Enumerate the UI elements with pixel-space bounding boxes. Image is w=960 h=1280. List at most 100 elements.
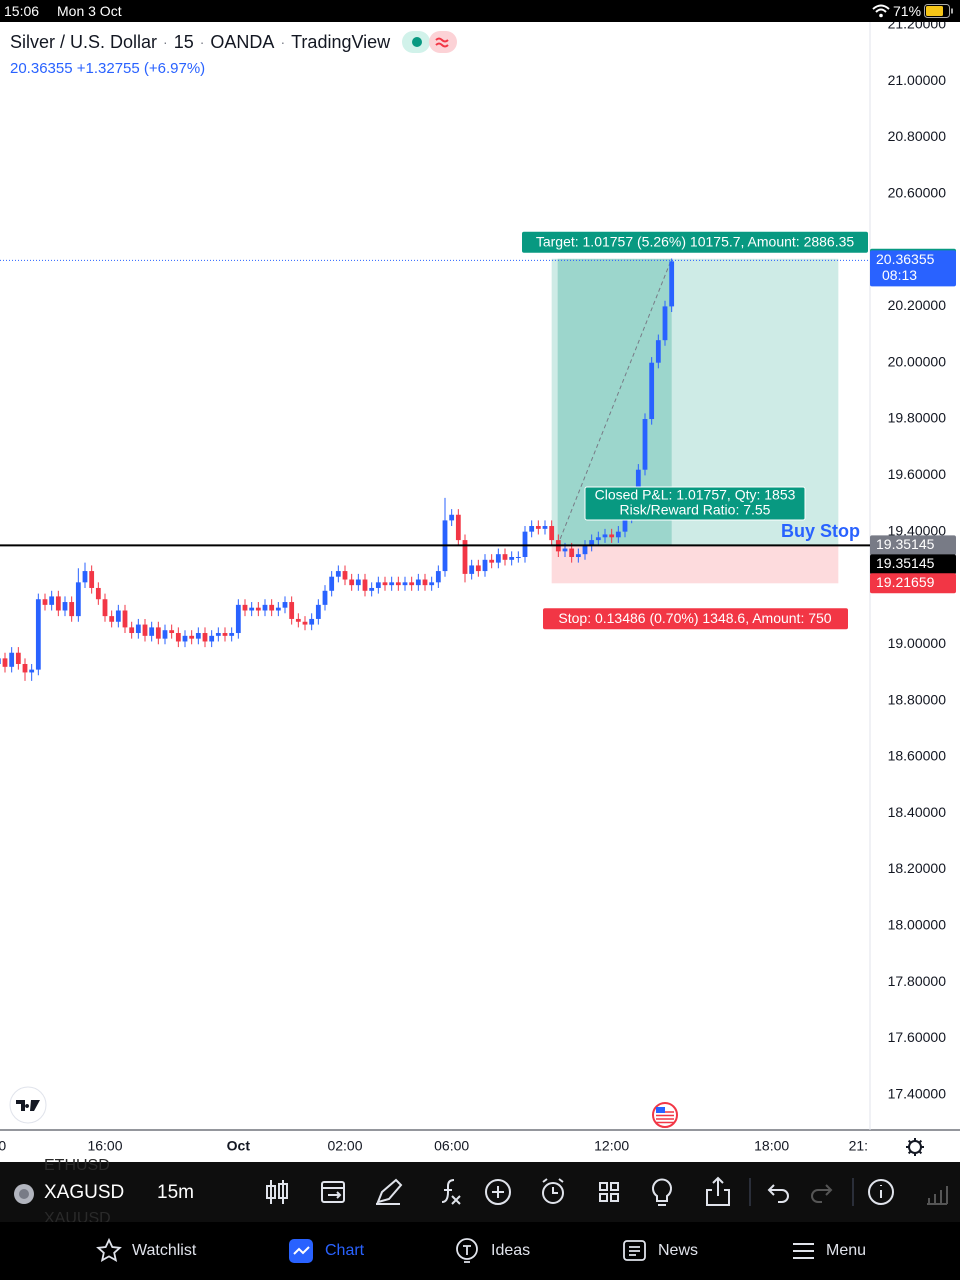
y-tick-label: 18.40000 <box>888 804 947 820</box>
y-tick-label: 18.80000 <box>888 691 947 707</box>
x-tick-label: 18:00 <box>754 1138 789 1154</box>
candle-body <box>69 602 75 617</box>
tab-icon <box>793 1243 814 1259</box>
stop-price-tag: 19.21659 <box>876 574 935 590</box>
tab-label: News <box>658 1242 699 1259</box>
candle-body <box>62 602 68 611</box>
candle-body <box>2 658 8 667</box>
last-price-tag-bg <box>870 250 956 287</box>
x-tick-label: 02:00 <box>327 1138 362 1154</box>
candle-body <box>315 604 321 619</box>
candle-body <box>15 652 21 664</box>
gear-tooth <box>907 1139 912 1144</box>
candle-body <box>395 582 401 586</box>
candle-body <box>489 559 495 563</box>
candle-body <box>195 633 201 639</box>
y-tick-label: 20.00000 <box>888 353 947 369</box>
alert-tool[interactable] <box>542 1178 564 1204</box>
candle-body <box>142 624 148 636</box>
date: Mon 3 Oct <box>57 3 122 19</box>
y-tick-label: 19.40000 <box>888 522 947 538</box>
candle-body <box>129 627 135 634</box>
candle-body <box>262 604 268 611</box>
candle-body <box>335 571 341 577</box>
tab-label: Chart <box>325 1242 365 1259</box>
candle-body <box>402 582 408 586</box>
candle-body <box>655 340 661 363</box>
add-tool[interactable] <box>485 1179 511 1205</box>
candle-body <box>549 526 555 541</box>
share-tool[interactable] <box>706 1176 730 1206</box>
stop-zone <box>551 545 839 584</box>
interval-button[interactable]: 15m <box>157 1182 194 1203</box>
stop-label-box <box>543 608 848 630</box>
order-price-tag: 19.35145 <box>876 555 935 571</box>
candles-tool[interactable] <box>266 1180 288 1204</box>
candle-body <box>22 663 28 673</box>
candle-body <box>295 618 301 622</box>
symbol-icon <box>14 1184 34 1204</box>
x-tick-label: 00 <box>0 1138 6 1154</box>
settings-gear[interactable] <box>906 1138 924 1156</box>
candle-body <box>9 652 15 667</box>
y-tick-label: 21.00000 <box>888 72 947 88</box>
candle-body <box>0 658 1 664</box>
indicator-tool[interactable] <box>441 1179 461 1205</box>
candle-body <box>355 579 361 586</box>
replay-tool[interactable] <box>321 1181 345 1203</box>
tab-menu[interactable]: Menu <box>792 1238 866 1264</box>
draw-tool[interactable] <box>376 1178 403 1205</box>
candle-body <box>415 579 421 586</box>
ratio-label: Risk/Reward Ratio: 7.55 <box>620 502 771 518</box>
candle-body <box>575 554 581 557</box>
candle-body <box>495 554 501 563</box>
undo-tool[interactable] <box>767 1184 789 1203</box>
candle-body <box>609 534 615 538</box>
y-tick-label: 17.40000 <box>888 1086 947 1102</box>
candle-body <box>669 261 675 307</box>
tab-icon <box>289 1239 313 1263</box>
pnl-box <box>584 486 806 521</box>
y-tick-label: 18.60000 <box>888 748 947 764</box>
candle-body <box>155 627 161 639</box>
candle-body <box>529 526 535 532</box>
x-tick-label: Oct <box>227 1138 251 1154</box>
pnl-label: Closed P&L: 1.01757, Qty: 1853 <box>595 487 796 503</box>
candle-body <box>342 571 348 580</box>
candle-body <box>229 633 235 636</box>
candle-body <box>409 582 415 586</box>
layout-tool[interactable] <box>599 1182 619 1202</box>
status-pills[interactable] <box>402 30 458 54</box>
candle-body <box>582 545 588 555</box>
candle-body <box>289 602 295 619</box>
tab-watchlist[interactable]: Watchlist <box>96 1238 196 1264</box>
candle-body <box>282 602 288 608</box>
candle-body <box>42 599 48 605</box>
y-tick-label: 19.00000 <box>888 635 947 651</box>
candle-body <box>149 627 155 636</box>
candle-body <box>189 635 195 639</box>
info-tool[interactable] <box>868 1179 894 1205</box>
candle-body <box>202 633 208 642</box>
candle-body <box>162 630 168 639</box>
candle-body <box>235 604 241 634</box>
candle-body <box>615 531 621 538</box>
candle-body <box>215 633 221 636</box>
candle-body <box>535 526 541 529</box>
tab-news[interactable]: News <box>622 1238 698 1264</box>
candle-body <box>122 610 128 628</box>
candle-body <box>135 624 141 634</box>
symbol-name[interactable]: Silver / U.S. Dollar <box>10 31 158 52</box>
candle-body <box>422 579 428 586</box>
candle-body <box>662 306 668 341</box>
economic-event[interactable] <box>652 1102 678 1128</box>
candle-body <box>622 517 628 532</box>
candle-body <box>309 618 315 625</box>
symbol[interactable]: XAGUSD <box>44 1182 125 1203</box>
tab-chart[interactable]: Chart <box>289 1238 364 1264</box>
x-axis-clip <box>870 1131 960 1162</box>
ideas-tool[interactable] <box>652 1178 672 1206</box>
target-label: Target: 1.01757 (5.26%) 10175.7, Amount:… <box>536 234 855 250</box>
flag-canton <box>656 1107 665 1113</box>
tab-ideas[interactable]: Ideas <box>455 1238 530 1264</box>
